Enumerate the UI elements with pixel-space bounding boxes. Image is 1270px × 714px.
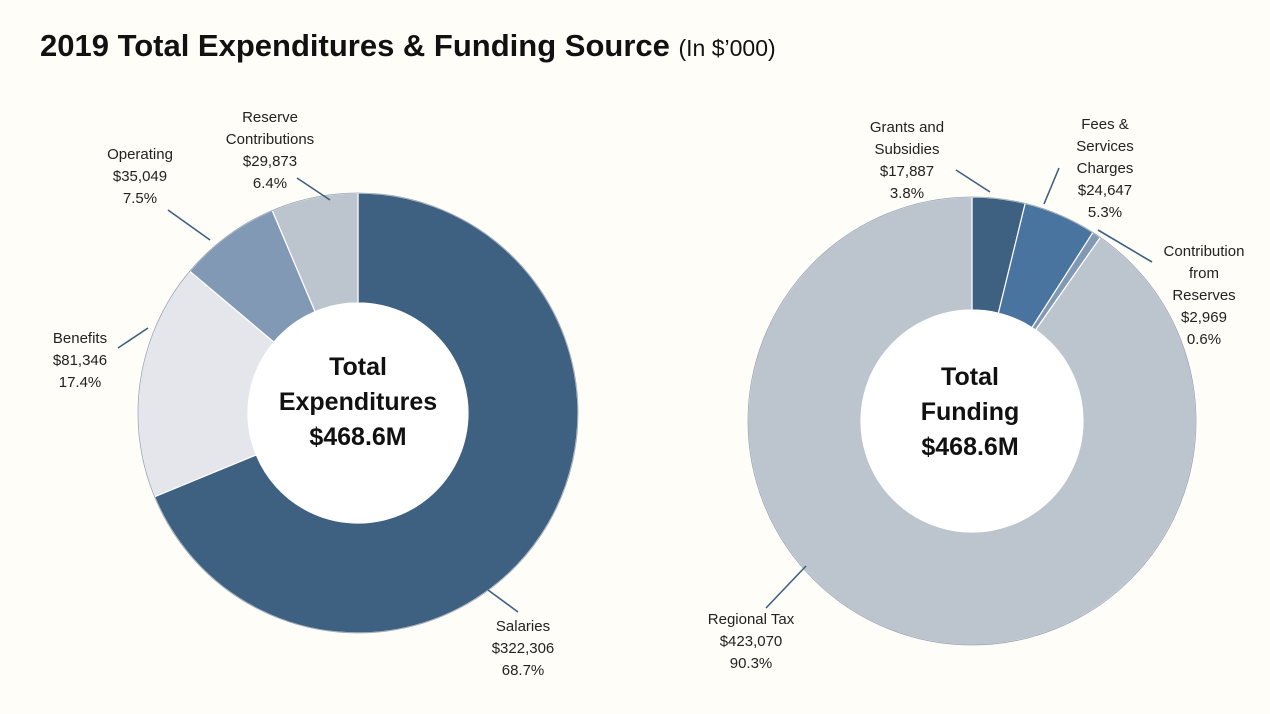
leader-fees	[1043, 167, 1060, 205]
label-fees-name3: Charges	[1076, 160, 1134, 177]
leader-benefits	[117, 327, 149, 349]
fund-center-line1: Total	[941, 363, 999, 391]
label-benefits: Benefits $81,346 17.4%	[53, 328, 107, 394]
label-fees-pct: 5.3%	[1087, 204, 1123, 221]
leader-salaries	[487, 589, 519, 613]
label-benefits-pct: 17.4%	[58, 374, 102, 391]
leader-contrib	[1097, 229, 1153, 263]
label-fees-value: $24,647	[1077, 182, 1133, 199]
label-tax-pct: 90.3%	[729, 655, 773, 672]
leader-reserve	[296, 177, 331, 201]
title-unit: (In $’000)	[678, 35, 776, 61]
label-salaries-name: Salaries	[495, 618, 551, 635]
label-fees-name2: Services	[1076, 138, 1134, 155]
leader-grants	[955, 169, 991, 193]
label-reserve: Reserve Contributions $29,873 6.4%	[226, 107, 314, 195]
label-fees: Fees & Services Charges $24,647 5.3%	[1076, 114, 1134, 224]
expenditures-donut	[137, 192, 579, 634]
fund-donut-hole	[861, 310, 1083, 532]
exp-donut-outline	[137, 192, 579, 634]
label-operating-name: Operating	[107, 146, 173, 163]
label-contrib-pct: 0.6%	[1186, 331, 1222, 348]
title-main: 2019 Total Expenditures & Funding Source	[40, 28, 670, 63]
exp-donut-hole	[248, 303, 468, 523]
label-operating-value: $35,049	[112, 168, 168, 185]
leader-operating	[167, 209, 211, 241]
label-contrib-name2: from	[1188, 265, 1219, 282]
label-tax-name: Regional Tax	[707, 611, 795, 628]
exp-center-line2: Expenditures	[278, 388, 438, 416]
label-grants-pct: 3.8%	[889, 185, 925, 202]
label-contrib: Contribution from Reserves $2,969 0.6%	[1164, 241, 1245, 351]
label-tax: Regional Tax $423,070 90.3%	[708, 609, 794, 675]
label-contrib-name1: Contribution	[1163, 243, 1245, 260]
funding-donut	[747, 196, 1197, 646]
label-benefits-value: $81,346	[52, 352, 108, 369]
label-grants: Grants and Subsidies $17,887 3.8%	[870, 117, 944, 205]
leader-tax	[765, 565, 807, 609]
label-grants-name2: Subsidies	[874, 141, 940, 158]
label-salaries-pct: 68.7%	[501, 662, 545, 679]
fund-center-line2: Funding	[920, 398, 1020, 426]
label-reserve-name1: Reserve	[242, 109, 298, 126]
label-reserve-pct: 6.4%	[252, 175, 288, 192]
label-benefits-name: Benefits	[52, 330, 108, 347]
label-salaries: Salaries $322,306 68.7%	[492, 616, 555, 682]
label-grants-value: $17,887	[879, 163, 935, 180]
label-contrib-name3: Reserves	[1172, 287, 1236, 304]
label-salaries-value: $322,306	[491, 640, 555, 657]
label-tax-value: $423,070	[719, 633, 783, 650]
label-operating-pct: 7.5%	[122, 190, 158, 207]
label-reserve-value: $29,873	[242, 153, 298, 170]
exp-center-label: Total Expenditures $468.6M	[279, 350, 437, 455]
label-fees-name1: Fees &	[1081, 116, 1129, 133]
fund-center-total: $468.6M	[921, 433, 1019, 461]
fund-center-label: Total Funding $468.6M	[921, 360, 1020, 465]
leader-lines	[117, 167, 1153, 613]
exp-center-line1: Total	[329, 353, 387, 381]
label-contrib-value: $2,969	[1181, 309, 1227, 326]
fund-donut-outline	[747, 196, 1197, 646]
label-reserve-name2: Contributions	[225, 131, 315, 148]
label-operating: Operating $35,049 7.5%	[107, 144, 173, 210]
exp-center-total: $468.6M	[309, 423, 407, 451]
label-grants-name1: Grants and	[869, 119, 945, 136]
chart-title: 2019 Total Expenditures & Funding Source…	[40, 28, 776, 64]
